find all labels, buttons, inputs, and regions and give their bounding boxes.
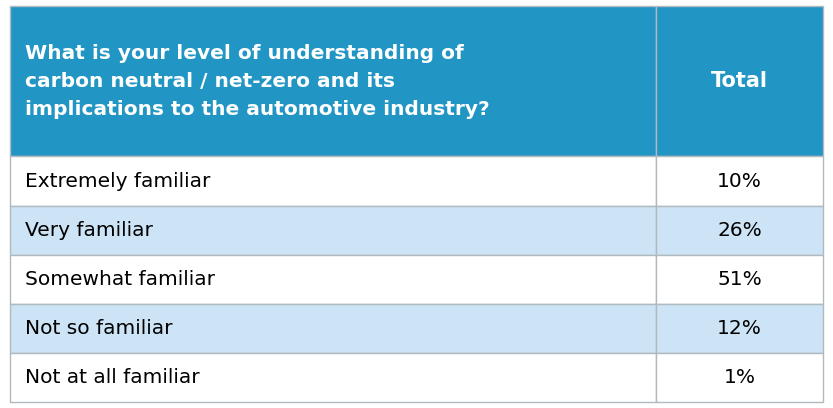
Text: Extremely familiar: Extremely familiar: [25, 171, 210, 191]
Text: Very familiar: Very familiar: [25, 221, 152, 239]
Bar: [10, 255, 656, 304]
Bar: [656, 6, 823, 157]
Text: 12%: 12%: [717, 319, 762, 338]
Bar: [10, 157, 656, 206]
Bar: [656, 304, 823, 353]
Bar: [656, 206, 823, 255]
Text: Somewhat familiar: Somewhat familiar: [25, 270, 215, 289]
Text: Not at all familiar: Not at all familiar: [25, 368, 199, 387]
Bar: [656, 157, 823, 206]
Bar: [656, 353, 823, 402]
Bar: [656, 255, 823, 304]
Text: 10%: 10%: [717, 171, 762, 191]
Text: What is your level of understanding of
carbon neutral / net-zero and its
implica: What is your level of understanding of c…: [25, 44, 489, 119]
Text: Not so familiar: Not so familiar: [25, 319, 172, 338]
Bar: [10, 6, 656, 157]
Bar: [10, 353, 656, 402]
Bar: [10, 206, 656, 255]
Text: 26%: 26%: [717, 221, 762, 239]
Text: 51%: 51%: [717, 270, 762, 289]
Bar: [10, 304, 656, 353]
Text: 1%: 1%: [724, 368, 756, 387]
Text: Total: Total: [711, 71, 768, 91]
